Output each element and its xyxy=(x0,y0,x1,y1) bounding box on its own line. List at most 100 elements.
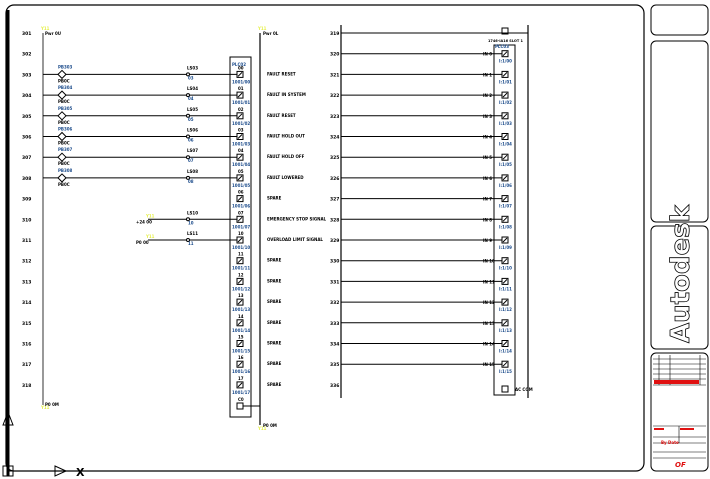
rung-305: 305 PB305 PB0C LS05 05 02 1001/02 FAULT RESET xyxy=(22,106,296,126)
terminal-slash xyxy=(502,299,508,305)
terminal-ref: 1001/11 xyxy=(232,266,250,271)
rung-318: 318 17 1001/17 SPARE xyxy=(22,376,282,395)
pushbutton-icon xyxy=(57,90,67,100)
input-number: IN 10 xyxy=(483,259,495,264)
input-ref: I:1/07 xyxy=(499,204,512,209)
terminal-slash xyxy=(502,341,508,346)
rung-number: 313 xyxy=(22,279,31,285)
input-ref: I:1/10 xyxy=(499,266,512,271)
contact-icon xyxy=(186,217,190,222)
terminal-slash xyxy=(502,320,508,326)
rung-number: 326 xyxy=(330,176,339,182)
rung-number: 310 xyxy=(22,217,31,223)
rung-334: 334 IN 14 I:1/14 xyxy=(330,340,512,354)
input-number: IN 13 xyxy=(483,321,495,326)
rung-number: 317 xyxy=(22,362,31,368)
rung-description: SPARE xyxy=(267,341,282,346)
terminal-number: 03 xyxy=(238,128,244,133)
pushbutton-icon xyxy=(57,111,67,121)
terminal-number: 07 xyxy=(238,210,244,215)
rung-number: 303 xyxy=(22,72,31,78)
titleblock-red-field xyxy=(680,428,694,430)
rung-329: 329 IN 9 I:1/09 xyxy=(330,236,512,250)
rung-310: 310 Y11+24 00 LS10 10 07 1001/07 EMERGENCY STO… xyxy=(22,210,327,229)
rung-number: 333 xyxy=(330,321,339,327)
device-tag: PB305 xyxy=(58,106,73,111)
rung-314: 314 13 1001/13 SPARE xyxy=(22,293,282,312)
rung-number: 329 xyxy=(330,238,339,244)
terminal-slash xyxy=(502,237,508,243)
rung-number: 324 xyxy=(330,135,339,141)
terminal-ref: 1001/14 xyxy=(232,328,250,333)
terminal-slash xyxy=(502,92,508,98)
rung-319: 319 xyxy=(330,31,528,37)
terminal-number: 16 xyxy=(238,355,244,360)
terminal-number: 01 xyxy=(238,86,244,91)
rung-number: 325 xyxy=(330,155,339,161)
rung-description: EMERGENCY STOP SIGNAL xyxy=(267,216,327,221)
terminal-slash xyxy=(237,320,243,326)
rung-number: 327 xyxy=(330,197,339,203)
rung-number: 323 xyxy=(330,114,339,120)
rung-description: FAULT HOLD OFF xyxy=(267,154,305,159)
input-ref: I:1/12 xyxy=(499,307,512,312)
rung-323: 323 IN 3 I:1/03 xyxy=(330,112,512,126)
rung-309: 309 06 1001/06 SPARE xyxy=(22,190,282,209)
terminal-slash xyxy=(502,279,508,284)
contact-tag: LS03 xyxy=(187,65,198,70)
rung-description: FAULT HOLD OUT xyxy=(267,134,305,139)
rung-number: 307 xyxy=(22,155,31,161)
terminal-slash xyxy=(237,299,243,305)
terminal-slash xyxy=(237,92,243,98)
rung-327: 327 IN 7 I:1/07 xyxy=(330,195,512,209)
ucs-icon: X xyxy=(2,395,85,479)
terminal-slash xyxy=(237,216,243,222)
terminal-number: 05 xyxy=(238,169,244,174)
rung-number: 322 xyxy=(330,93,339,99)
input-ref: I:1/03 xyxy=(499,121,512,126)
contact-tag: LS08 xyxy=(187,169,198,174)
rung-number: 334 xyxy=(330,342,339,348)
terminal-ref: 1001/07 xyxy=(232,224,250,229)
wire-label: +24 00 xyxy=(136,219,152,224)
terminal-number: 17 xyxy=(238,376,244,381)
contact-number: 11 xyxy=(188,241,194,246)
pushbutton-icon xyxy=(57,69,67,80)
terminal-number: 15 xyxy=(238,335,244,340)
rung-description: SPARE xyxy=(267,258,282,263)
title-block: Autodesk By Date OF xyxy=(650,4,709,472)
device-tag: PB304 xyxy=(58,85,73,90)
pushbutton-icon xyxy=(57,131,67,142)
contact-number: 08 xyxy=(188,179,194,184)
contact-number: 10 xyxy=(188,220,194,225)
device-tag: PB303 xyxy=(58,64,73,69)
input-number: IN 6 xyxy=(483,176,492,181)
input-number: IN 1 xyxy=(483,72,492,77)
rung-307: 307 PB307 PB0C LS07 07 04 1001/04 FAULT HOLD OF… xyxy=(22,147,305,167)
x-axis-icon: X xyxy=(76,466,85,479)
terminal-ref: 1001/05 xyxy=(232,183,250,188)
rung-number: 336 xyxy=(330,383,339,389)
input-number: IN 12 xyxy=(483,300,495,305)
terminal-strip xyxy=(229,56,252,418)
terminal-slash xyxy=(237,361,243,367)
rung-317: 317 16 1001/16 SPARE xyxy=(22,355,282,374)
terminal-number: 02 xyxy=(238,107,244,112)
rung-333: 333 IN 13 I:1/13 xyxy=(330,319,512,333)
terminal-ref: 1001/06 xyxy=(232,204,250,209)
wire-tag: Y11 xyxy=(145,234,155,239)
terminal-ref: 1001/16 xyxy=(232,369,250,374)
device-tag: PB308 xyxy=(58,168,73,173)
input-number: IN 14 xyxy=(483,342,495,347)
rung-303: 303 PB303 PB0C LS03 03 00 1001/00 FAULT RESET xyxy=(22,64,296,84)
rung-description: SPARE xyxy=(267,361,282,366)
input-ref: I:1/06 xyxy=(499,183,512,188)
terminal-slash xyxy=(502,175,508,181)
terminal-slash xyxy=(502,196,508,201)
title-panel-info xyxy=(650,352,709,472)
input-ref: I:1/01 xyxy=(499,79,512,84)
rung-325: 325 IN 5 I:1/05 xyxy=(330,153,512,167)
